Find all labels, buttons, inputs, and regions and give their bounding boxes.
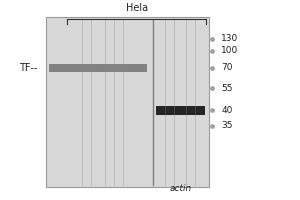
Text: Hela: Hela xyxy=(126,3,148,13)
Bar xyxy=(49,64,147,72)
Text: TF--: TF-- xyxy=(19,63,37,73)
Bar xyxy=(156,106,205,115)
Text: 70: 70 xyxy=(221,63,233,72)
Text: actin: actin xyxy=(170,184,192,193)
Bar xyxy=(46,17,209,187)
Text: 55: 55 xyxy=(221,84,233,93)
Text: 130: 130 xyxy=(221,34,239,43)
Text: 40: 40 xyxy=(221,106,233,115)
Text: 100: 100 xyxy=(221,46,239,55)
Text: 35: 35 xyxy=(221,121,233,130)
